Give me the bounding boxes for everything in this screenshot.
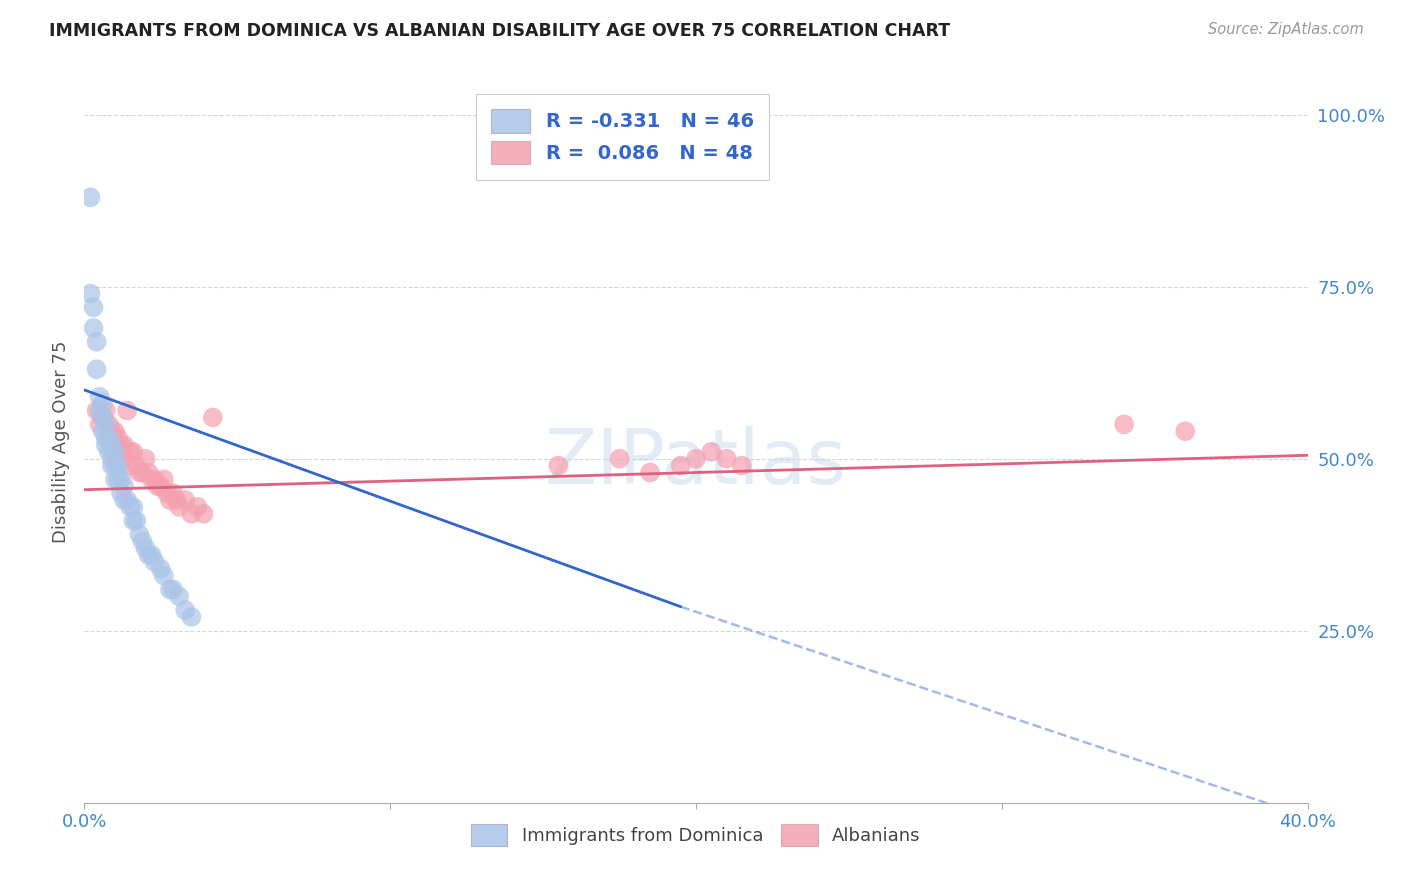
Text: Source: ZipAtlas.com: Source: ZipAtlas.com: [1208, 22, 1364, 37]
Text: IMMIGRANTS FROM DOMINICA VS ALBANIAN DISABILITY AGE OVER 75 CORRELATION CHART: IMMIGRANTS FROM DOMINICA VS ALBANIAN DIS…: [49, 22, 950, 40]
Point: [107, 431, 129, 445]
Point: [138, 548, 160, 562]
Point: [83, 301, 105, 315]
Point: [120, 500, 142, 514]
Point: [122, 500, 145, 514]
Point: [86, 403, 108, 417]
Point: [94, 417, 117, 432]
Point: [193, 507, 215, 521]
Point: [135, 541, 157, 556]
Point: [731, 458, 754, 473]
Point: [97, 431, 120, 445]
Point: [112, 451, 135, 466]
Point: [115, 403, 138, 417]
Point: [112, 479, 135, 493]
Point: [162, 582, 184, 597]
Point: [159, 493, 181, 508]
Point: [107, 445, 129, 459]
Point: [110, 438, 132, 452]
Point: [107, 458, 129, 473]
Point: [104, 438, 127, 452]
Point: [159, 582, 181, 597]
Point: [149, 479, 172, 493]
Point: [131, 466, 153, 480]
Point: [153, 568, 176, 582]
Point: [110, 472, 132, 486]
Point: [638, 466, 661, 480]
Point: [83, 321, 105, 335]
Text: ZIPatlas: ZIPatlas: [544, 426, 848, 500]
Point: [125, 514, 148, 528]
Point: [122, 445, 145, 459]
Point: [104, 424, 127, 438]
Point: [101, 438, 124, 452]
Point: [141, 548, 163, 562]
Point: [94, 438, 117, 452]
Point: [86, 334, 108, 349]
Point: [165, 493, 187, 508]
Point: [1114, 417, 1136, 432]
Point: [101, 451, 124, 466]
Point: [97, 431, 120, 445]
Point: [138, 466, 160, 480]
Point: [91, 410, 114, 425]
Point: [156, 486, 179, 500]
Point: [146, 479, 169, 493]
Point: [91, 410, 114, 425]
Point: [162, 486, 184, 500]
Point: [79, 286, 101, 301]
Point: [97, 417, 120, 432]
Point: [107, 472, 129, 486]
Point: [153, 472, 176, 486]
Point: [700, 445, 723, 459]
Point: [174, 493, 197, 508]
Point: [104, 445, 127, 459]
Point: [141, 472, 163, 486]
Point: [669, 458, 692, 473]
Point: [547, 458, 569, 473]
Point: [201, 410, 224, 425]
Point: [101, 458, 124, 473]
Point: [89, 390, 111, 404]
Point: [86, 362, 108, 376]
Point: [112, 493, 135, 508]
Point: [97, 445, 120, 459]
Point: [135, 451, 157, 466]
Point: [104, 458, 127, 473]
Point: [125, 458, 148, 473]
Point: [167, 590, 190, 604]
Point: [120, 445, 142, 459]
Point: [128, 466, 150, 480]
Point: [128, 527, 150, 541]
Point: [110, 486, 132, 500]
Point: [609, 451, 631, 466]
Point: [101, 424, 124, 438]
Point: [122, 514, 145, 528]
Point: [115, 493, 138, 508]
Point: [143, 472, 166, 486]
Point: [94, 403, 117, 417]
Legend: Immigrants from Dominica, Albanians: Immigrants from Dominica, Albanians: [463, 815, 929, 855]
Point: [112, 438, 135, 452]
Point: [79, 190, 101, 204]
Point: [1174, 424, 1197, 438]
Point: [186, 500, 208, 514]
Point: [685, 451, 707, 466]
Point: [167, 500, 190, 514]
Point: [91, 424, 114, 438]
Point: [143, 555, 166, 569]
Point: [91, 397, 114, 411]
Y-axis label: Disability Age Over 75: Disability Age Over 75: [52, 340, 70, 543]
Point: [716, 451, 738, 466]
Point: [149, 562, 172, 576]
Point: [180, 507, 202, 521]
Point: [174, 603, 197, 617]
Point: [131, 534, 153, 549]
Point: [104, 472, 127, 486]
Point: [89, 417, 111, 432]
Point: [180, 610, 202, 624]
Point: [94, 431, 117, 445]
Point: [89, 403, 111, 417]
Point: [120, 458, 142, 473]
